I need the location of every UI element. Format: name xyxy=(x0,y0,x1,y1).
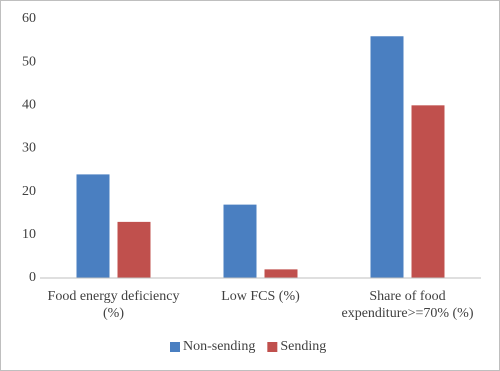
y-tick-label: 20 xyxy=(22,184,36,199)
y-tick-label: 40 xyxy=(22,98,36,113)
y-tick-label: 0 xyxy=(29,270,36,285)
y-tick-label: 10 xyxy=(22,227,36,242)
y-tick-label: 60 xyxy=(22,11,36,26)
x-tick-label: Low FCS (%) xyxy=(221,289,300,304)
legend-label: Non-sending xyxy=(183,339,255,354)
x-tick-label: Food energy deficiency (%) xyxy=(47,289,180,321)
bar xyxy=(411,105,445,278)
legend-swatch xyxy=(170,342,180,352)
legend-label: Sending xyxy=(280,339,326,354)
legend-swatch xyxy=(267,342,278,352)
bar xyxy=(76,174,110,278)
bar xyxy=(223,204,257,278)
bar xyxy=(264,269,298,278)
y-tick-label: 30 xyxy=(22,141,36,156)
x-tick-label: Share of food expenditure>=70% (%) xyxy=(341,289,474,321)
bar xyxy=(370,36,404,279)
y-tick-label: 50 xyxy=(22,54,36,69)
bar xyxy=(117,221,151,278)
